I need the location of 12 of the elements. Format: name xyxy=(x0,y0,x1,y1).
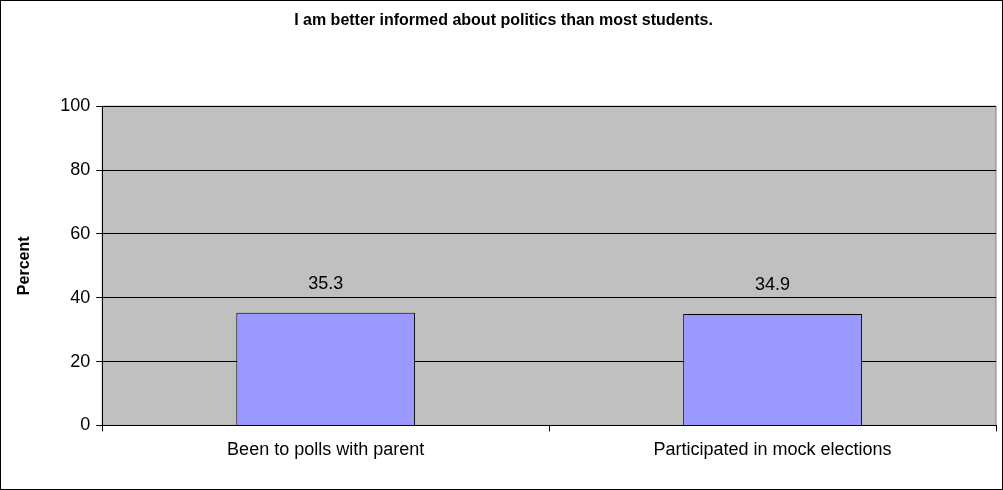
y-tick-label: 60 xyxy=(70,222,91,243)
y-tick-label: 100 xyxy=(60,95,91,116)
y-tick-label: 0 xyxy=(80,414,91,435)
y-tick-label: 80 xyxy=(70,159,91,180)
x-tick-label: Been to polls with parent xyxy=(227,439,425,460)
y-tick-label: 20 xyxy=(70,350,91,371)
y-tick-label: 40 xyxy=(70,286,91,307)
data-label: 34.9 xyxy=(755,273,791,294)
chart-title: I am better informed about politics than most students. xyxy=(294,11,713,29)
x-tick-label: Participated in mock elections xyxy=(653,439,892,460)
y-axis-title: Percent xyxy=(15,235,33,296)
data-label: 35.3 xyxy=(308,272,344,293)
